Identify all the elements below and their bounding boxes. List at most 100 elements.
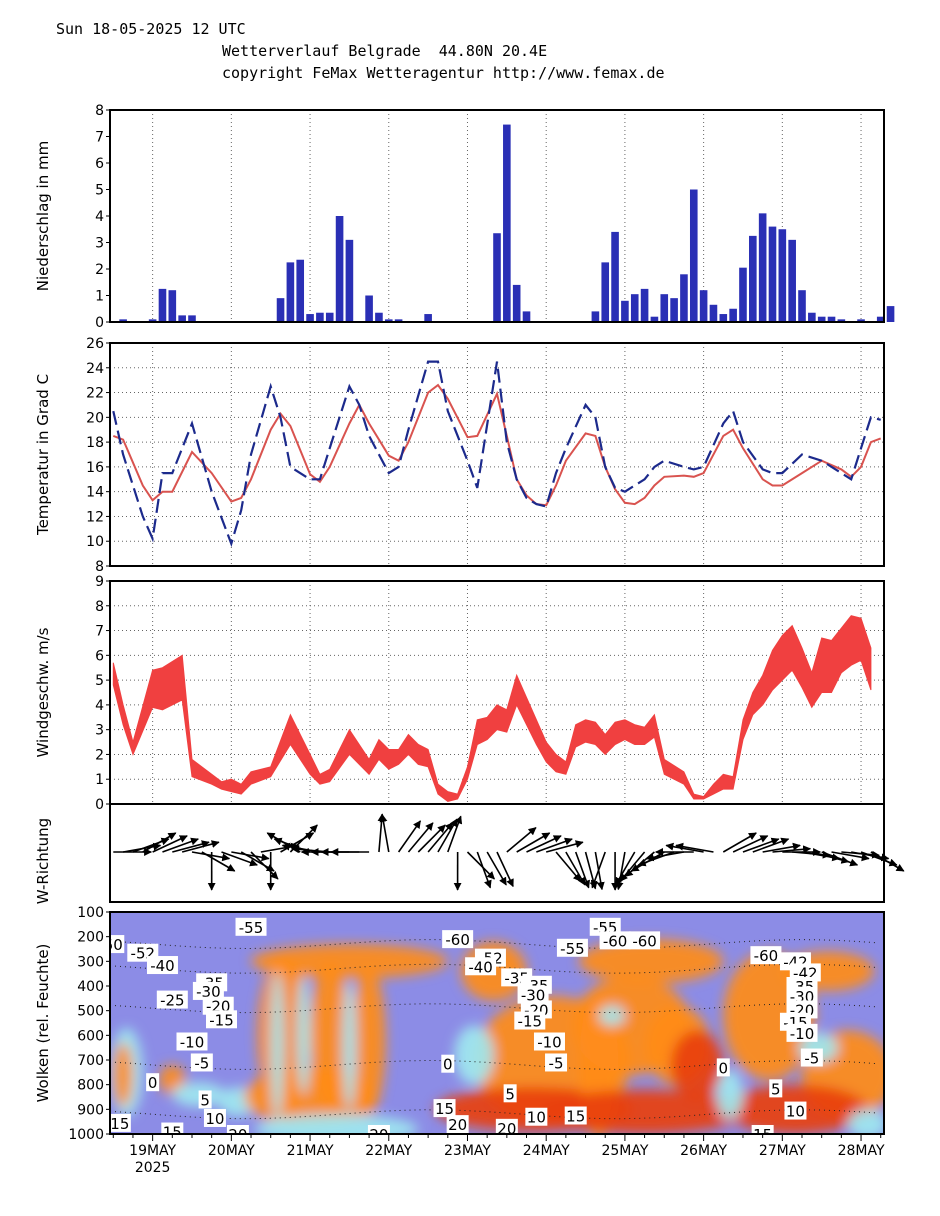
isotherm-label: 0 (443, 1056, 453, 1074)
isotherm-label-box (629, 931, 661, 950)
isotherm-label: 10 (527, 1109, 546, 1127)
precip-bar (827, 316, 836, 322)
precip-bar (276, 298, 285, 322)
precip-bar (168, 290, 177, 322)
isotherm-label: -30 (521, 987, 546, 1005)
y-tick-label: 14 (86, 485, 104, 501)
isotherm-label-box (786, 1023, 818, 1042)
precip-bar (719, 314, 728, 322)
isotherm-label: 5 (200, 1091, 210, 1109)
isotherm-label: 50 (104, 936, 123, 954)
precip-bar (158, 288, 167, 322)
precip-bar (650, 316, 659, 322)
isotherm-label-box (202, 996, 234, 1015)
grid-layer (110, 110, 884, 805)
wind-direction-arrow (417, 824, 446, 853)
copyright: copyright FeMax Wetteragentur http://www… (222, 64, 665, 82)
isotherm-label: 20 (448, 1116, 467, 1134)
isotherm-label: -60 (754, 947, 779, 965)
isotherm-label: -10 (790, 1025, 815, 1043)
y-axis-label: Wolken (rel. Feuchte) (34, 944, 52, 1103)
y-tick-label: 7 (95, 130, 104, 146)
precip-bar (522, 311, 531, 322)
y-tick-label: 24 (86, 361, 104, 377)
isotherm-label-box (146, 1073, 160, 1092)
wind-direction-arrow (172, 840, 210, 853)
humidity-blob (342, 981, 356, 1110)
isotherm-label: 0 (719, 1059, 729, 1077)
x-tick-label: 28MAY (838, 1143, 885, 1159)
isotherm-label: 15 (163, 1124, 182, 1142)
precip-bar (286, 262, 295, 322)
isotherm-label-box (446, 1115, 469, 1134)
humidity-blob (578, 939, 724, 984)
isotherm-label: -10 (537, 1034, 562, 1052)
isotherm-contours (110, 939, 878, 1120)
wind-direction-arrow (496, 851, 514, 888)
precip-bar (817, 316, 826, 322)
y-tick-label: 6 (95, 648, 104, 664)
precip-bar (808, 312, 816, 322)
y-axis-label: Temperatur in Grad C (34, 374, 52, 536)
wind-direction-arrow (181, 840, 220, 853)
isotherm-label-box (146, 956, 178, 975)
isotherm-label-box (192, 981, 224, 1000)
isotherm-label-box (503, 1084, 517, 1103)
precip-bar (611, 231, 619, 322)
isotherm-label-box (784, 1101, 807, 1120)
y-tick-label: 2 (95, 747, 104, 763)
isotherm-line (110, 1109, 878, 1120)
wind-direction-arrow (831, 851, 870, 862)
isotherm-label-box (716, 1058, 730, 1077)
precip-bar (640, 288, 649, 322)
isotherm-label: -40 (468, 958, 493, 976)
isotherm-label-box (517, 985, 549, 1004)
x-tick-label: 19MAY (129, 1143, 176, 1159)
precip-bar (296, 259, 305, 322)
y-tick-label: 5 (95, 183, 104, 199)
y-tick-label: 1 (95, 772, 104, 788)
y-axis-label: Windgeschw. m/s (34, 627, 52, 757)
isotherm-label-box (190, 1053, 213, 1072)
precip-bar (512, 284, 521, 322)
direction-panel-frame (109, 803, 885, 903)
precip-bar (591, 311, 600, 322)
isotherm-label: -5 (549, 1054, 564, 1072)
y-tick-label: 0 (95, 797, 104, 813)
precip-bar (621, 300, 629, 322)
wind-direction-arrow (732, 835, 769, 853)
x-tick-label: 23MAY (444, 1143, 491, 1159)
isotherm-label: -15 (209, 1011, 234, 1029)
precip-bar (837, 319, 846, 322)
isotherm-label-box (433, 1099, 456, 1118)
y-tick-label: 600 (77, 1028, 104, 1044)
precip-bar (788, 239, 796, 322)
precip-bar (345, 239, 354, 322)
precip-bar (630, 294, 639, 322)
wind-direction-arrow (466, 851, 495, 880)
wind-direction-arrow (555, 851, 582, 882)
x-tick-label: 22MAY (365, 1143, 412, 1159)
isotherm-label-box (161, 1122, 184, 1134)
wind-direction-arrow (762, 842, 801, 853)
y-tick-label: 26 (86, 336, 104, 352)
precip-bar (778, 229, 787, 322)
precip-bar (503, 124, 511, 322)
run-time: Sun 18-05-2025 12 UTC (56, 20, 246, 38)
humidity-blob (296, 976, 311, 1095)
isotherm-label-box (533, 1032, 565, 1051)
precip-bar (886, 306, 895, 322)
isotherm-label: -30 (196, 983, 221, 1001)
data-layer (112, 124, 905, 891)
humidity-blob (598, 1005, 625, 1026)
isotherm-label: 20 (228, 1126, 247, 1144)
x-year-label: 2025 (135, 1160, 171, 1176)
humidity-blob (352, 966, 386, 1115)
chart-title: Wetterverlauf Belgrade 44.80N 20.4E (222, 42, 548, 60)
precip-bar (749, 235, 757, 322)
x-tick-label: 25MAY (601, 1143, 648, 1159)
isotherm-label-box (156, 990, 188, 1009)
wind-direction-arrow (722, 832, 757, 853)
isotherm-line (110, 939, 878, 950)
precip-bar (601, 262, 610, 322)
